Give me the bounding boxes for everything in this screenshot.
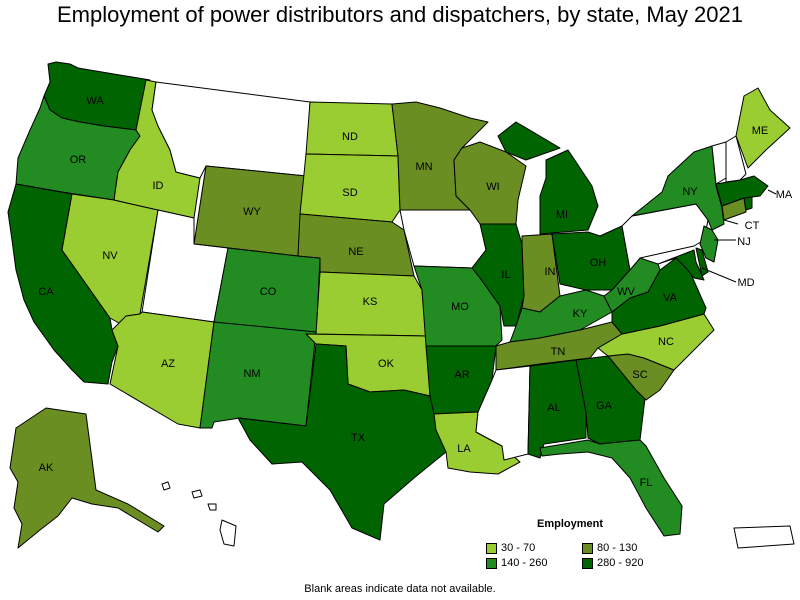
state-il[interactable] [471, 223, 525, 327]
legend-label: 280 - 920 [597, 557, 644, 569]
label-in: IN [545, 266, 556, 278]
ct-leader-line [723, 219, 739, 225]
label-al: AL [547, 402, 560, 414]
label-az: AZ [161, 358, 175, 370]
label-sc: SC [632, 369, 647, 381]
label-oh: OH [590, 257, 607, 269]
label-ca: CA [38, 286, 54, 298]
state-hi[interactable] [161, 481, 237, 547]
state-mi[interactable] [497, 121, 599, 235]
state-az[interactable] [109, 311, 215, 429]
label-ky: KY [573, 308, 588, 320]
footnote: Blank areas indicate data not available. [304, 583, 496, 595]
label-wa: WA [86, 95, 104, 107]
legend-item-140-260: 140 - 260 [486, 557, 582, 569]
legend-label: 80 - 130 [597, 542, 638, 554]
label-wv: WV [617, 286, 635, 298]
label-mi: MI [556, 209, 568, 221]
label-mn: MN [415, 161, 432, 173]
label-md: MD [737, 277, 754, 289]
md-leader-line [701, 267, 737, 283]
label-ny: NY [682, 186, 698, 198]
state-nm[interactable] [199, 321, 317, 429]
label-id: ID [153, 180, 164, 192]
label-ak: AK [39, 462, 54, 474]
legend-swatch [486, 557, 497, 569]
state-tx[interactable] [237, 343, 447, 541]
label-fl: FL [640, 477, 653, 489]
state-ia[interactable] [399, 209, 487, 269]
state-pr[interactable] [733, 525, 795, 549]
label-il: IL [501, 269, 510, 281]
state-fl[interactable] [539, 439, 683, 537]
label-nc: NC [658, 336, 674, 348]
state-sd[interactable] [299, 153, 401, 223]
label-wi: WI [486, 181, 499, 193]
state-nh[interactable] [725, 135, 747, 183]
label-me: ME [752, 125, 769, 137]
label-nj: NJ [737, 236, 750, 248]
label-va: VA [663, 292, 678, 304]
legend-label: 140 - 260 [501, 557, 548, 569]
state-ak[interactable] [9, 407, 165, 549]
map-title: Employment of power distributors and dis… [56, 2, 743, 27]
legend-swatch [486, 542, 497, 554]
label-co: CO [260, 286, 277, 298]
label-ks: KS [363, 296, 378, 308]
label-ok: OK [378, 358, 395, 370]
state-ny[interactable] [631, 145, 725, 231]
legend: Employment 30 - 70 80 - 130 140 - 260 28… [486, 518, 666, 569]
legend-title: Employment [536, 518, 603, 530]
label-tx: TX [351, 432, 366, 444]
state-mt[interactable] [151, 81, 311, 179]
state-me[interactable] [735, 87, 791, 169]
legend-item-30-70: 30 - 70 [486, 542, 582, 554]
label-ct: CT [745, 220, 760, 232]
state-wv[interactable] [603, 257, 661, 313]
label-ga: GA [596, 400, 613, 412]
label-ma: MA [776, 189, 793, 201]
legend-swatch [582, 557, 593, 569]
label-ar: AR [454, 369, 469, 381]
legend-swatch [582, 542, 593, 554]
label-nv: NV [102, 250, 118, 262]
label-or: OR [70, 154, 87, 166]
legend-label: 30 - 70 [501, 542, 536, 554]
legend-item-80-130: 80 - 130 [582, 542, 672, 554]
label-wy: WY [243, 206, 261, 218]
label-nd: ND [342, 131, 358, 143]
state-nd[interactable] [305, 101, 399, 157]
label-sd: SD [342, 187, 357, 199]
state-ma[interactable] [715, 175, 769, 207]
label-tn: TN [551, 346, 566, 358]
label-nm: NM [243, 368, 260, 380]
label-mo: MO [451, 301, 469, 313]
label-ne: NE [348, 246, 363, 258]
state-nj[interactable] [699, 225, 719, 263]
legend-item-280-920: 280 - 920 [582, 557, 672, 569]
ma-leader-line [767, 189, 777, 195]
label-la: LA [457, 443, 471, 455]
state-md[interactable] [657, 249, 705, 281]
